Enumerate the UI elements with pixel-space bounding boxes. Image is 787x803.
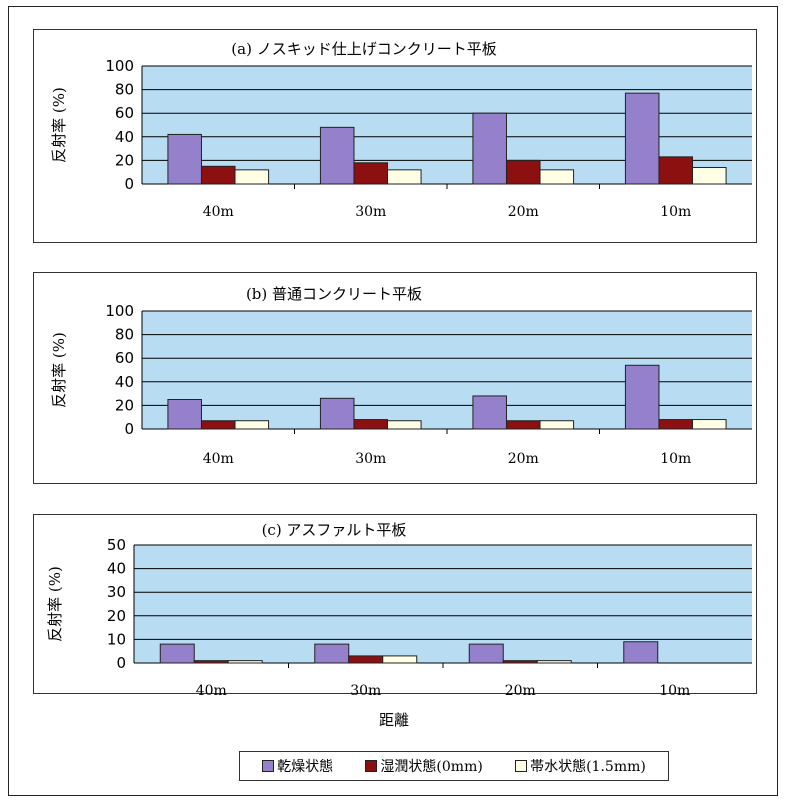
y-axis-label: 反射率 (%)	[50, 87, 68, 163]
bar-flooded-10m	[692, 166, 727, 185]
legend-swatch-flooded	[515, 760, 528, 772]
chart-panel-b: (b) 普通コンクリート平板反射率 (%) 0 20 40 60 80 100 40m 30m 2…	[33, 272, 757, 484]
legend: 乾燥状態 湿潤状態(0mm) 帯水状態(1.5mm)	[239, 751, 669, 781]
plot-area	[142, 311, 752, 429]
x-tick-label: 30m	[355, 204, 386, 220]
x-tick-label: 10m	[660, 204, 691, 220]
legend-swatch-wet	[365, 760, 378, 772]
legend-item-dry: 乾燥状態	[262, 756, 333, 776]
bar-dry-20m	[472, 112, 507, 185]
y-tick-label: 60	[115, 349, 134, 367]
y-tick-label: 0	[116, 654, 126, 672]
bar-wet-10m	[658, 156, 694, 185]
x-tick-label: 40m	[196, 683, 227, 695]
y-tick-label: 100	[105, 302, 134, 320]
y-tick-label: 0	[124, 175, 134, 193]
bar-dry-10m	[624, 364, 660, 430]
legend-swatch-dry	[262, 760, 275, 772]
bar-wet-30m	[348, 655, 384, 664]
bar-wet-20m	[505, 159, 541, 185]
bar-flooded-30m	[387, 169, 422, 185]
chart-title: (c) アスファルト平板	[262, 521, 407, 539]
y-tick-label: 10	[107, 630, 126, 648]
bar-wet-20m	[502, 660, 538, 664]
bar-wet-30m	[353, 162, 389, 185]
y-tick-label: 80	[115, 326, 134, 344]
bar-dry-40m	[167, 399, 202, 430]
bar-flooded-40m	[227, 660, 263, 664]
y-tick-label: 40	[115, 128, 134, 146]
legend-label-wet: 湿潤状態(0mm)	[380, 759, 483, 775]
y-tick-label: 40	[115, 373, 134, 391]
bar-wet-40m	[193, 660, 229, 664]
y-axis-label: 反射率 (%)	[46, 566, 64, 642]
x-tick-label: 40m	[203, 451, 234, 467]
x-tick-label: 40m	[203, 204, 234, 220]
x-axis-label: 距離	[378, 711, 409, 729]
bar-dry-20m	[472, 395, 507, 430]
bar-dry-30m	[319, 397, 355, 430]
x-tick-label: 10m	[659, 683, 690, 695]
chart-panel-c: (c) アスファルト平板反射率 (%) 0 10 20 30 40 50 40m 30m 20m 1…	[33, 514, 757, 695]
bar-dry-40m	[159, 643, 195, 664]
y-tick-label: 20	[115, 151, 134, 169]
bar-dry-10m	[624, 92, 660, 185]
bar-flooded-10m	[692, 419, 727, 430]
bar-flooded-30m	[387, 420, 422, 430]
bar-dry-30m	[319, 126, 355, 185]
y-tick-label: 20	[107, 607, 126, 625]
bar-dry-30m	[314, 643, 350, 664]
plot-area	[134, 545, 752, 663]
figure-frame: (a) ノスキッド仕上げコンクリート平板 反射率 (%) 0 20 40 60 80 100 4…	[8, 6, 778, 796]
x-tick-label: 30m	[355, 451, 386, 467]
y-tick-label: 60	[115, 104, 134, 122]
bar-wet-20m	[505, 420, 541, 430]
bar-dry-40m	[167, 133, 202, 185]
legend-label-flooded: 帯水状態(1.5mm)	[530, 759, 646, 775]
bar-flooded-20m	[536, 660, 572, 664]
x-tick-label: 10m	[660, 451, 691, 467]
bar-wet-40m	[200, 420, 236, 430]
x-tick-label: 20m	[508, 204, 539, 220]
bar-flooded-40m	[234, 169, 270, 185]
y-tick-label: 100	[105, 57, 134, 75]
bar-flooded-20m	[539, 169, 575, 185]
bar-dry-10m	[623, 641, 659, 664]
bar-wet-40m	[200, 165, 236, 185]
y-axis-label: 反射率 (%)	[50, 332, 68, 408]
bar-flooded-30m	[382, 655, 418, 664]
y-tick-label: 80	[115, 81, 134, 99]
y-tick-label: 20	[115, 396, 134, 414]
chart-panel-a: (a) ノスキッド仕上げコンクリート平板反射率 (%) 0 20 40 60 80 100 4…	[33, 29, 757, 243]
bar-dry-20m	[468, 643, 504, 664]
y-tick-label: 50	[107, 536, 126, 554]
legend-item-wet: 湿潤状態(0mm)	[365, 756, 483, 776]
y-tick-label: 0	[124, 420, 134, 438]
chart-title: (b) 普通コンクリート平板	[246, 285, 422, 303]
bar-flooded-40m	[234, 420, 270, 430]
bar-wet-30m	[353, 419, 389, 430]
legend-item-flooded: 帯水状態(1.5mm)	[515, 756, 646, 776]
x-tick-label: 30m	[350, 683, 381, 695]
x-tick-label: 20m	[508, 451, 539, 467]
bar-flooded-20m	[539, 420, 575, 430]
chart-title: (a) ノスキッド仕上げコンクリート平板	[231, 40, 496, 58]
bar-wet-10m	[658, 419, 694, 430]
y-tick-label: 30	[107, 583, 126, 601]
legend-label-dry: 乾燥状態	[277, 759, 334, 775]
x-tick-label: 20m	[505, 683, 536, 695]
y-tick-label: 40	[107, 560, 126, 578]
